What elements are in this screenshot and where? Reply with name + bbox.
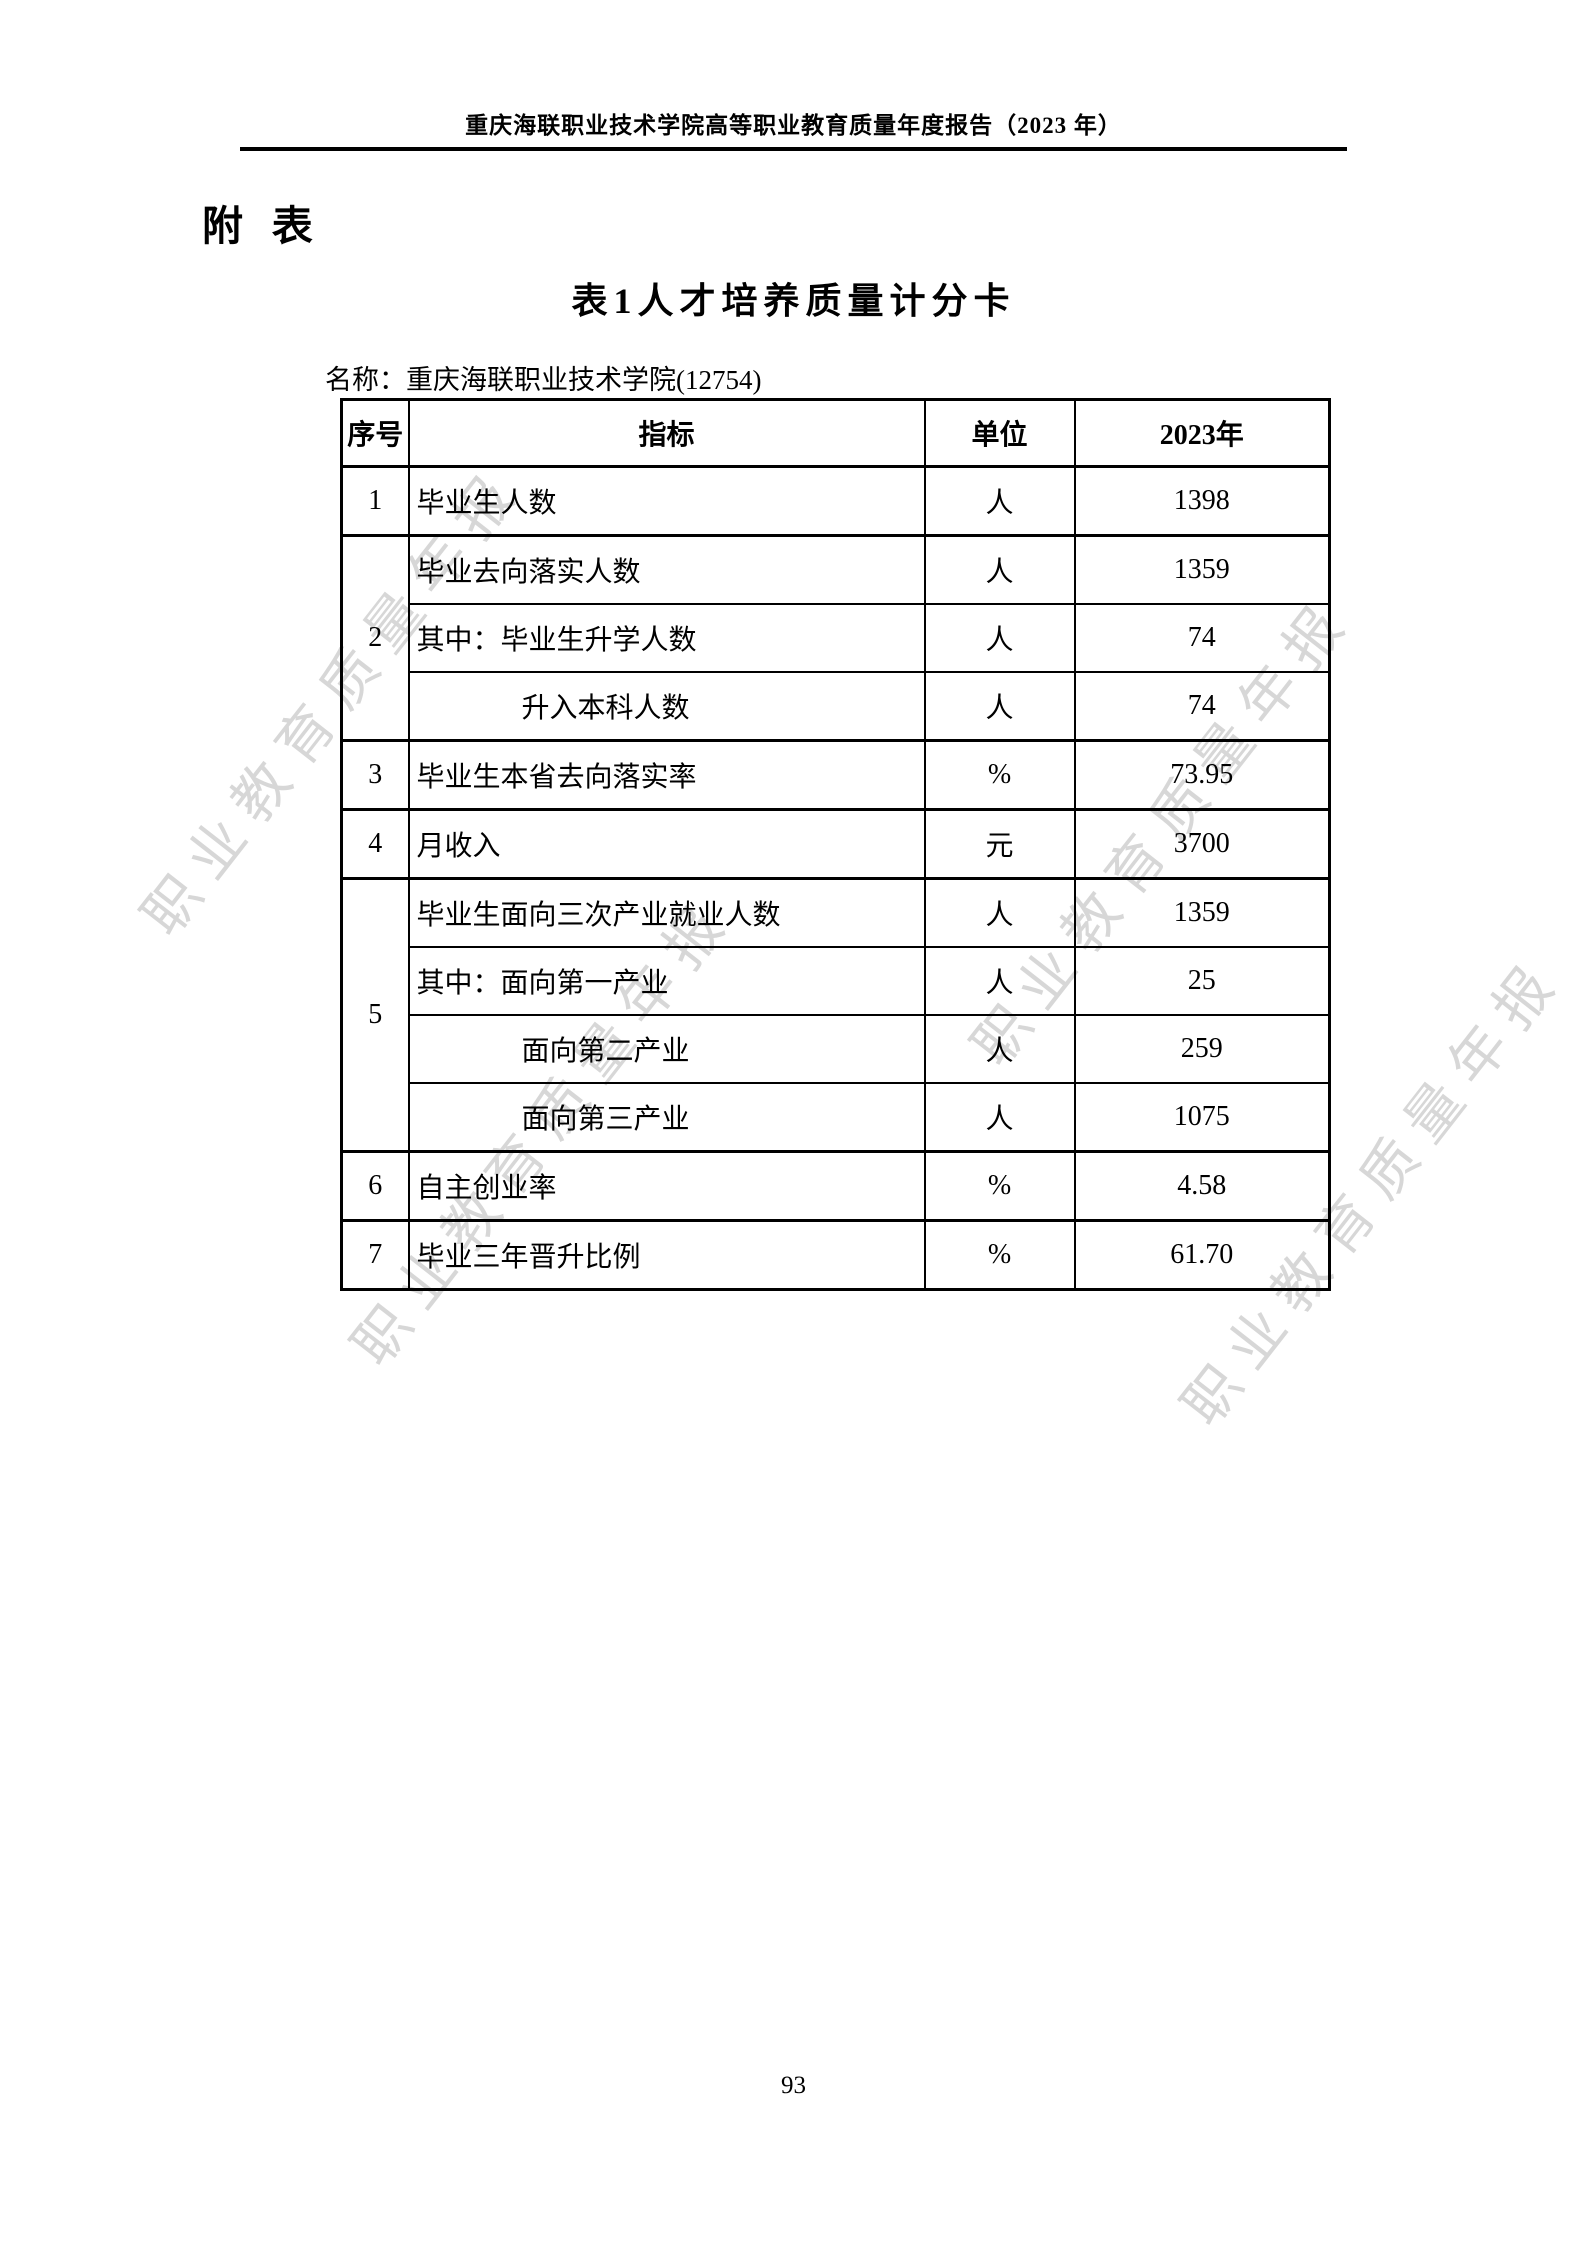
page-number: 93	[781, 2072, 806, 2099]
row-value: 25	[1073, 946, 1331, 1016]
row-value: 1359	[1073, 877, 1331, 948]
row-indicator: 升入本科人数	[407, 671, 926, 742]
table-row: 升入本科人数 人 74	[342, 671, 1331, 742]
col-header-indicator: 指标	[407, 398, 926, 468]
row-no: 2	[340, 534, 410, 742]
school-name-line: 名称：重庆海联职业技术学院(12754)	[325, 365, 762, 395]
table-row: 2 毕业去向落实人数 人 1359	[340, 534, 1331, 742]
row-value: 74	[1073, 671, 1331, 742]
table-row: 4 月收入 元 3700	[340, 808, 1331, 880]
table-row: 面向第三产业 人 1075	[342, 1082, 1331, 1153]
table-row: 7 毕业三年晋升比例 % 61.70	[340, 1219, 1331, 1291]
row-unit: 人	[923, 946, 1076, 1016]
row-value: 1075	[1073, 1082, 1331, 1153]
row-indicator: 毕业生人数	[407, 465, 926, 537]
row-no: 6	[340, 1150, 410, 1222]
table-header-row: 序号 指标 单位 2023年	[340, 398, 1331, 468]
table-row: 3 毕业生本省去向落实率 % 73.95	[340, 739, 1331, 811]
row-indicator: 面向第三产业	[407, 1082, 926, 1153]
quality-scorecard-table: 序号 指标 单位 2023年 1 毕业生人数 人 1398 2 毕业去向落实人数…	[340, 398, 1331, 1291]
table-title: 表1人才培养质量计分卡	[571, 281, 1016, 321]
row-unit: 人	[923, 534, 1076, 605]
table-row: 其中：毕业生升学人数 人 74	[342, 603, 1331, 673]
attachment-heading: 附 表	[202, 203, 315, 249]
header-rule	[240, 147, 1347, 151]
row-unit: %	[923, 739, 1076, 811]
table-row: 6 自主创业率 % 4.58	[340, 1150, 1331, 1222]
row-unit: 人	[923, 603, 1076, 673]
row-no: 3	[340, 739, 410, 811]
row-indicator: 毕业去向落实人数	[407, 534, 926, 605]
row-value: 74	[1073, 603, 1331, 673]
col-header-year: 2023年	[1073, 398, 1331, 468]
row-value: 259	[1073, 1014, 1331, 1084]
row-indicator: 面向第二产业	[407, 1014, 926, 1084]
col-header-no: 序号	[340, 398, 410, 468]
row-indicator: 毕业三年晋升比例	[407, 1219, 926, 1291]
table-row: 1 毕业生人数 人 1398	[340, 465, 1331, 537]
row-unit: 元	[923, 808, 1076, 880]
row-unit: 人	[923, 1014, 1076, 1084]
row-unit: 人	[923, 671, 1076, 742]
col-header-unit: 单位	[923, 398, 1076, 468]
row-value: 4.58	[1073, 1150, 1331, 1222]
row-unit: %	[923, 1150, 1076, 1222]
row-indicator: 其中：毕业生升学人数	[407, 603, 926, 673]
row-no: 5	[340, 877, 410, 1153]
row-indicator: 自主创业率	[407, 1150, 926, 1222]
row-no: 1	[340, 465, 410, 537]
table-row: 其中：面向第一产业 人 25	[342, 946, 1331, 1016]
running-header-title: 重庆海联职业技术学院高等职业教育质量年度报告（2023 年）	[465, 113, 1122, 138]
row-value: 3700	[1073, 808, 1331, 880]
row-value: 73.95	[1073, 739, 1331, 811]
row-value: 1398	[1073, 465, 1331, 537]
row-indicator: 毕业生面向三次产业就业人数	[407, 877, 926, 948]
row-unit: 人	[923, 465, 1076, 537]
row-no: 7	[340, 1219, 410, 1291]
table-row: 面向第二产业 人 259	[342, 1014, 1331, 1084]
row-unit: 人	[923, 1082, 1076, 1153]
row-unit: 人	[923, 877, 1076, 948]
row-value: 1359	[1073, 534, 1331, 605]
table-row: 5 毕业生面向三次产业就业人数 人 1359	[340, 877, 1331, 1153]
row-unit: %	[923, 1219, 1076, 1291]
row-value: 61.70	[1073, 1219, 1331, 1291]
row-indicator: 月收入	[407, 808, 926, 880]
row-indicator: 其中：面向第一产业	[407, 946, 926, 1016]
row-no: 4	[340, 808, 410, 880]
row-indicator: 毕业生本省去向落实率	[407, 739, 926, 811]
